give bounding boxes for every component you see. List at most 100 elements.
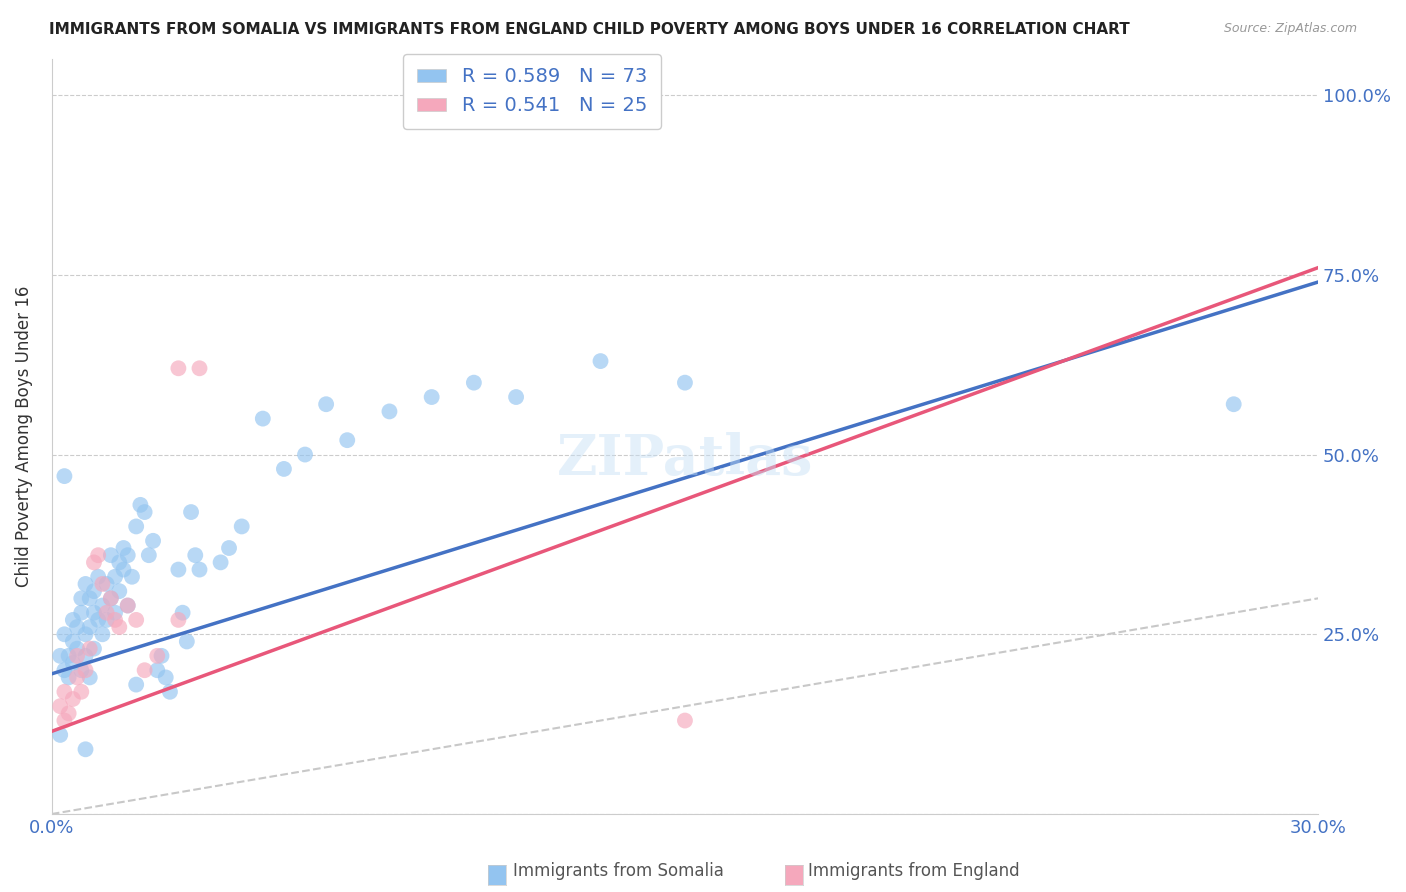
Point [673, 376, 696, 390]
Point [70, 606, 93, 620]
Point [167, 563, 190, 577]
Point [218, 541, 240, 555]
Point [58, 670, 80, 684]
Point [75, 577, 97, 591]
Text: Immigrants from Somalia: Immigrants from Somalia [513, 863, 724, 880]
Point [53, 663, 76, 677]
Point [100, 548, 122, 562]
Point [117, 548, 139, 562]
Point [53, 685, 76, 699]
Point [420, 390, 443, 404]
Point [108, 620, 131, 634]
Point [70, 663, 93, 677]
Point [96, 577, 118, 591]
Point [79, 670, 101, 684]
Point [83, 584, 105, 599]
Point [117, 599, 139, 613]
Text: Immigrants from England: Immigrants from England [808, 863, 1021, 880]
Point [129, 498, 152, 512]
Point [121, 570, 143, 584]
Point [463, 376, 485, 390]
Point [83, 606, 105, 620]
Point [112, 563, 135, 577]
Point [125, 519, 148, 533]
Point [87, 613, 110, 627]
Point [315, 397, 337, 411]
Point [70, 685, 93, 699]
Point [104, 570, 127, 584]
Point [53, 627, 76, 641]
Point [79, 620, 101, 634]
Point [62, 613, 84, 627]
Point [58, 648, 80, 663]
Point [134, 505, 156, 519]
Point [75, 742, 97, 756]
Point [66, 670, 89, 684]
Point [505, 390, 527, 404]
Y-axis label: Child Poverty Among Boys Under 16: Child Poverty Among Boys Under 16 [15, 286, 32, 587]
Point [66, 620, 89, 634]
Point [87, 570, 110, 584]
Point [79, 641, 101, 656]
Point [91, 627, 114, 641]
Point [209, 555, 232, 569]
Point [378, 404, 401, 418]
Point [125, 677, 148, 691]
Point [100, 591, 122, 606]
Point [188, 563, 211, 577]
Text: Source: ZipAtlas.com: Source: ZipAtlas.com [1223, 22, 1357, 36]
Point [1222, 397, 1244, 411]
Legend: R = 0.589   N = 73, R = 0.541   N = 25: R = 0.589 N = 73, R = 0.541 N = 25 [404, 54, 661, 128]
Point [673, 714, 696, 728]
Point [66, 648, 89, 663]
Point [49, 699, 72, 714]
Point [146, 648, 169, 663]
Point [273, 462, 295, 476]
Point [112, 541, 135, 555]
Point [58, 706, 80, 721]
Point [167, 361, 190, 376]
Point [62, 634, 84, 648]
Point [70, 591, 93, 606]
Point [252, 411, 274, 425]
Point [79, 591, 101, 606]
Point [108, 555, 131, 569]
Point [180, 505, 202, 519]
Point [117, 599, 139, 613]
Point [75, 663, 97, 677]
Point [75, 627, 97, 641]
Point [87, 548, 110, 562]
Point [49, 648, 72, 663]
Point [336, 433, 359, 447]
Point [91, 599, 114, 613]
Point [138, 548, 160, 562]
Point [108, 584, 131, 599]
Point [83, 555, 105, 569]
Text: IMMIGRANTS FROM SOMALIA VS IMMIGRANTS FROM ENGLAND CHILD POVERTY AMONG BOYS UNDE: IMMIGRANTS FROM SOMALIA VS IMMIGRANTS FR… [49, 22, 1130, 37]
Point [62, 656, 84, 670]
Point [142, 533, 165, 548]
Point [53, 469, 76, 483]
Point [294, 448, 316, 462]
Point [589, 354, 612, 368]
Point [159, 685, 181, 699]
Point [49, 728, 72, 742]
Point [184, 548, 207, 562]
Point [172, 606, 194, 620]
Text: ZIPatlas: ZIPatlas [557, 432, 813, 487]
Point [167, 613, 190, 627]
Point [53, 714, 76, 728]
Point [96, 606, 118, 620]
Point [75, 648, 97, 663]
Point [231, 519, 253, 533]
Point [125, 613, 148, 627]
Point [176, 634, 198, 648]
Point [104, 606, 127, 620]
Point [100, 591, 122, 606]
Point [66, 641, 89, 656]
Point [150, 648, 173, 663]
Point [91, 577, 114, 591]
Point [62, 692, 84, 706]
Point [188, 361, 211, 376]
Point [96, 613, 118, 627]
